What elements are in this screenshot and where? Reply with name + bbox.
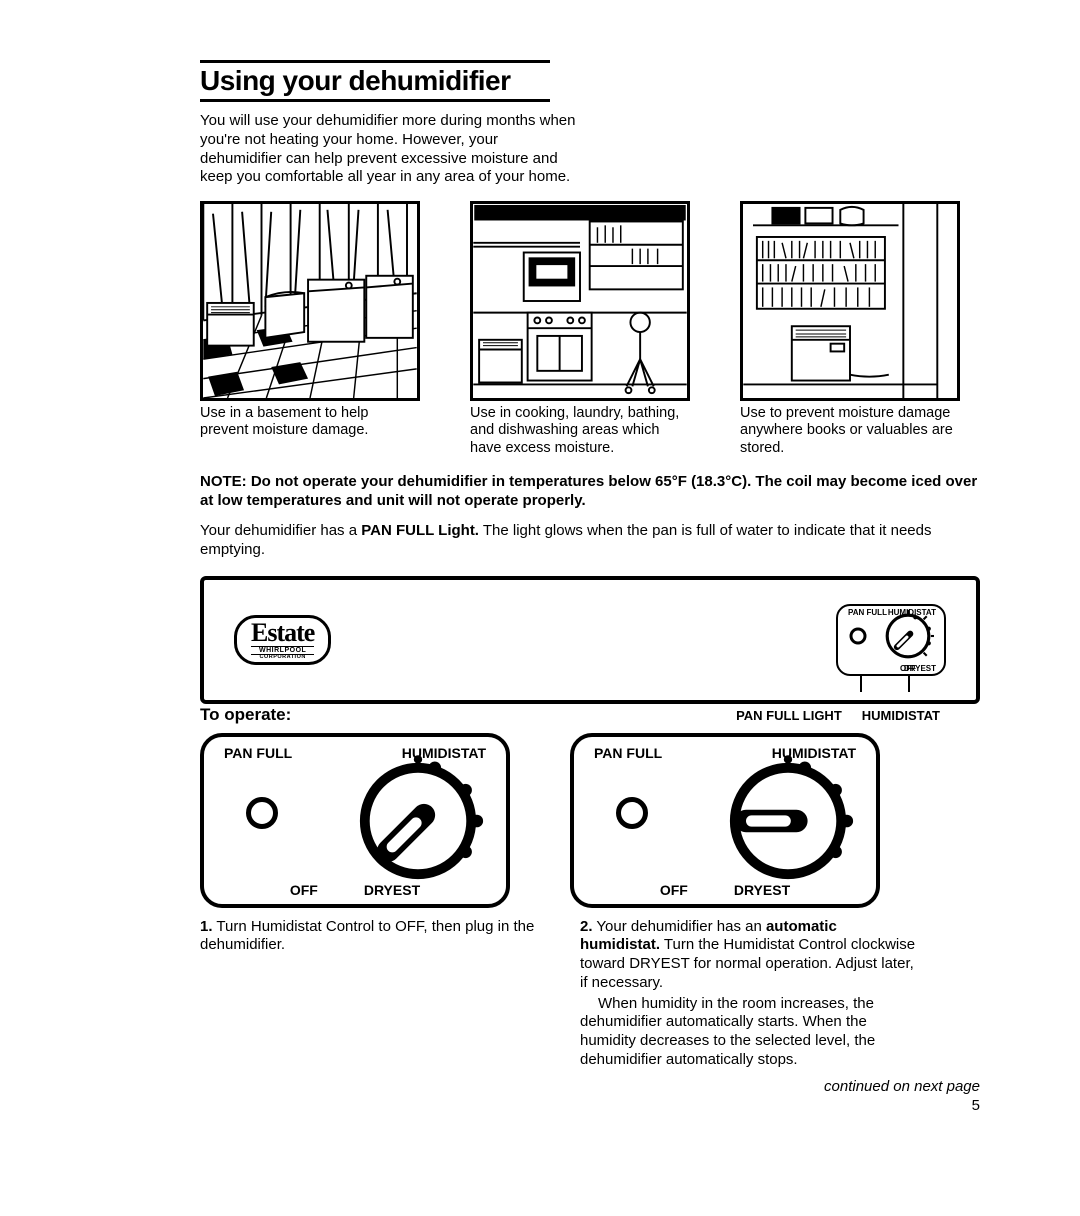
dial2-off-label: OFF [660,882,688,898]
panfull-bold: PAN FULL Light. [361,522,479,539]
scene-kitchen-caption: Use in cooking, laundry, bathing, and di… [470,405,690,457]
step1-text: Turn Humidistat Control to OFF, then plu… [200,918,534,954]
scene-basement: Use in a basement to help prevent moistu… [200,201,420,457]
heading-rule-top [200,60,550,63]
page-number: 5 [200,1097,980,1114]
scene-kitchen: Use in cooking, laundry, bathing, and di… [470,201,690,457]
mini-panfull-label: PAN FULL [848,608,887,617]
dial2-pf-light-icon [616,797,648,829]
dial-box-off: PAN FULL HUMIDISTAT OFF DRYEST [200,733,510,908]
dial2-dryest-label: DRYEST [734,882,790,898]
scene-basement-illustration [200,201,420,401]
dial1-panfull-label: PAN FULL [224,745,292,761]
step2-number: 2. [580,918,593,935]
dial2-knob-icon [718,751,858,891]
step-1: 1. Turn Humidistat Control to OFF, then … [200,918,540,1070]
step-2: 2. Your dehumidifier has an automatic hu… [580,918,920,1070]
mini-controls: PAN FULL HUMIDISTAT OFF DRYEST [836,604,946,676]
mini-pf-light-icon [848,614,868,658]
step2-pre: Your dehumidifier has an [593,918,766,935]
steps-row: 1. Turn Humidistat Control to OFF, then … [200,918,980,1070]
page-title: Using your dehumidifier [200,65,980,97]
panel-label-h: HUMIDISTAT [862,708,940,723]
mini-dial-icon [882,610,934,662]
brand-sub2: CORPORATION [251,654,314,660]
dial2-panfull-label: PAN FULL [594,745,662,761]
callout-tick-h [908,674,910,692]
brand-badge: Estate WHIRLPOOL CORPORATION [234,615,331,665]
scene-basement-caption: Use in a basement to help prevent moistu… [200,405,420,440]
panel-label-pfl: PAN FULL LIGHT [736,708,842,723]
dial-row: PAN FULL HUMIDISTAT OFF DRYEST [200,733,980,908]
dial1-dryest-label: DRYEST [364,882,420,898]
scene-books-illustration [740,201,960,401]
dial1-pf-light-icon [246,797,278,829]
step2-para2: When humidity in the room increases, the… [580,995,920,1070]
brand-name: Estate [251,622,314,644]
heading-rule-bottom [200,99,550,102]
temperature-note: NOTE: Do not operate your dehumidifier i… [200,473,980,511]
panfull-pre: Your dehumidifier has a [200,522,361,539]
scene-books: Use to prevent moisture damage anywhere … [740,201,960,457]
scene-books-caption: Use to prevent moisture damage anywhere … [740,405,960,457]
callout-tick-pfl [860,674,862,692]
panfull-paragraph: Your dehumidifier has a PAN FULL Light. … [200,521,980,560]
brand-sub1: WHIRLPOOL [251,646,314,654]
dial1-off-label: OFF [290,882,318,898]
dial-box-dryest: PAN FULL HUMIDISTAT OFF DRYEST [570,733,880,908]
intro-paragraph: You will use your dehumidifier more duri… [200,112,580,187]
step1-number: 1. [200,918,213,935]
continued-text: continued on next page [200,1078,980,1095]
scene-kitchen-illustration [470,201,690,401]
mini-dryest-label: DRYEST [904,664,936,673]
mini-humidistat-label: HUMIDISTAT [888,608,936,617]
dial1-knob-icon [348,751,488,891]
scene-row: Use in a basement to help prevent moistu… [200,201,980,457]
control-panel-diagram: Estate WHIRLPOOL CORPORATION PAN FULL HU… [200,576,980,704]
